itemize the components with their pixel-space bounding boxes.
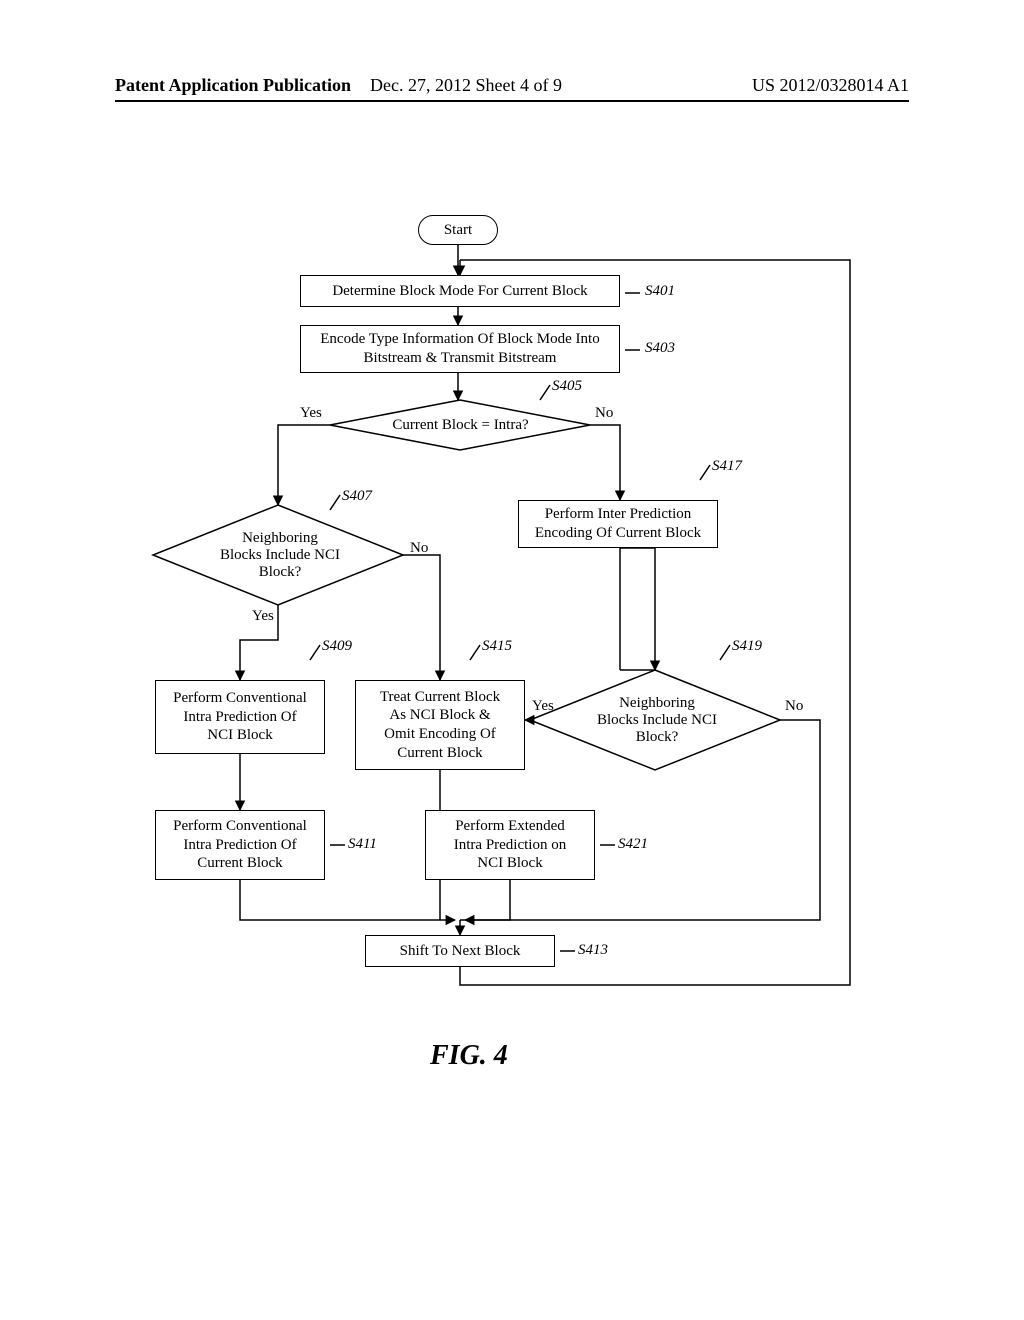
step-s417: S417 (712, 458, 742, 475)
step-s407: S407 (342, 488, 372, 505)
step-s419: S419 (732, 638, 762, 655)
node-s413: Shift To Next Block (365, 935, 555, 967)
d407-text: Neighboring Blocks Include NCI Block? (210, 530, 350, 581)
figure-label: FIG. 4 (430, 1040, 508, 1072)
header-middle: Dec. 27, 2012 Sheet 4 of 9 (370, 75, 562, 96)
d419-no: No (785, 698, 803, 715)
node-s417: Perform Inter Prediction Encoding Of Cur… (518, 500, 718, 548)
header-right: US 2012/0328014 A1 (752, 75, 909, 96)
d419-text: Neighboring Blocks Include NCI Block? (587, 695, 727, 746)
node-s409: Perform Conventional Intra Prediction Of… (155, 680, 325, 754)
node-s403: Encode Type Information Of Block Mode In… (300, 325, 620, 373)
step-s411: S411 (348, 836, 377, 853)
d405-yes: Yes (300, 405, 322, 422)
flowchart-lines (0, 0, 1024, 1320)
node-start: Start (418, 215, 498, 245)
step-s409: S409 (322, 638, 352, 655)
step-s403: S403 (645, 340, 675, 357)
node-s411: Perform Conventional Intra Prediction Of… (155, 810, 325, 880)
step-s415: S415 (482, 638, 512, 655)
d405-text: Current Block = Intra? (388, 417, 533, 434)
node-s401: Determine Block Mode For Current Block (300, 275, 620, 307)
d419-yes: Yes (532, 698, 554, 715)
d405-no: No (595, 405, 613, 422)
step-s401: S401 (645, 283, 675, 300)
step-s421: S421 (618, 836, 648, 853)
step-s405: S405 (552, 378, 582, 395)
header-rule (115, 100, 909, 102)
d407-yes: Yes (252, 608, 274, 625)
header-left: Patent Application Publication (115, 75, 351, 96)
step-s413: S413 (578, 942, 608, 959)
node-s415: Treat Current Block As NCI Block & Omit … (355, 680, 525, 770)
node-s421: Perform Extended Intra Prediction on NCI… (425, 810, 595, 880)
d407-no: No (410, 540, 428, 557)
